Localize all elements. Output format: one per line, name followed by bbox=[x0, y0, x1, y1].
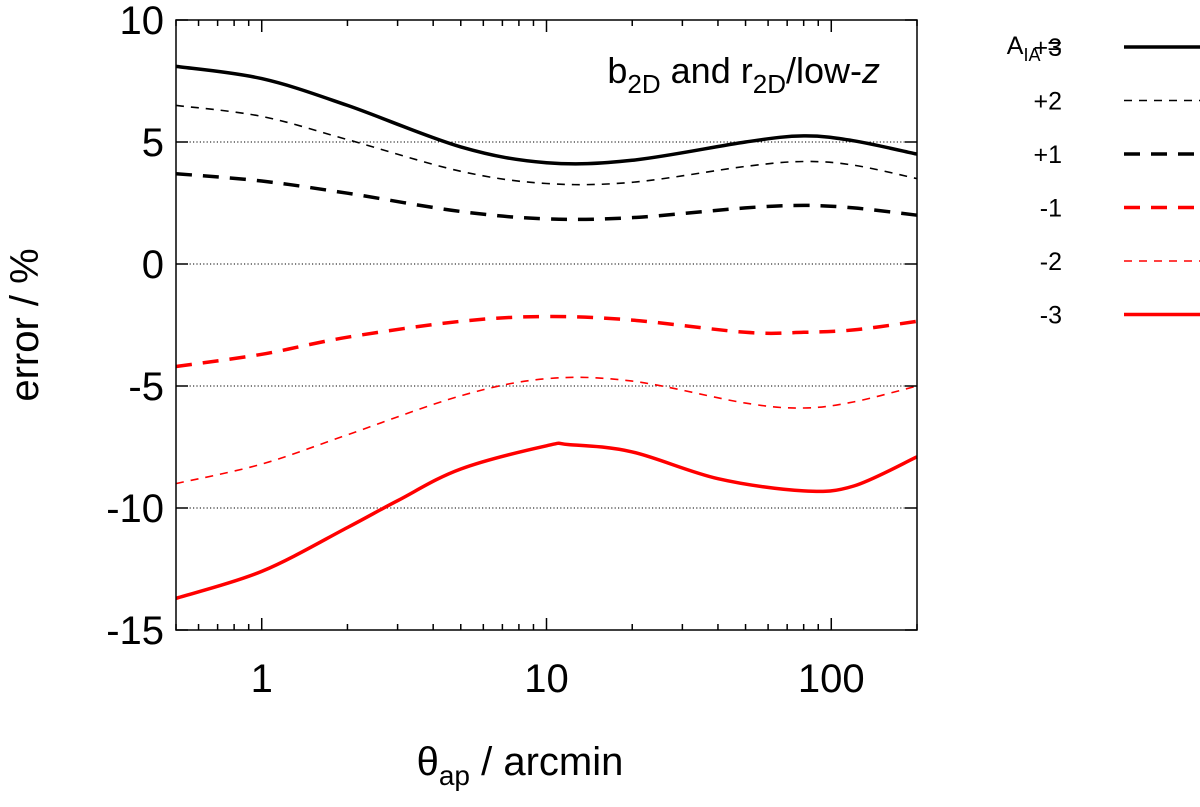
x-axis-label: θap / arcmin bbox=[417, 740, 624, 791]
x-tick-label: 1 bbox=[251, 657, 273, 701]
legend-label: +2 bbox=[1033, 88, 1062, 116]
y-tick-label: 5 bbox=[142, 121, 164, 165]
y-tick-label: 10 bbox=[120, 0, 165, 43]
legend-title: AIA = bbox=[1007, 32, 1062, 65]
series-layer bbox=[175, 64, 918, 600]
series-line bbox=[175, 64, 918, 166]
plot-frame bbox=[175, 19, 918, 631]
series-line bbox=[175, 441, 918, 600]
series-line bbox=[175, 171, 918, 222]
legend-title-a: A bbox=[1007, 32, 1024, 60]
legend-label: -3 bbox=[1040, 302, 1062, 330]
title-and: and bbox=[661, 50, 741, 91]
legend: AIA = +3 +2 +1 -1 -2 -3 bbox=[1007, 32, 1200, 330]
title-z: z bbox=[861, 50, 880, 91]
legend-label: -1 bbox=[1040, 195, 1062, 223]
series-line bbox=[175, 314, 918, 369]
series-line bbox=[175, 376, 918, 485]
legend-label: +3 bbox=[1033, 34, 1062, 62]
title-r-subscript: 2D bbox=[753, 69, 786, 99]
y-tick-label: -10 bbox=[106, 487, 164, 531]
grid-lines bbox=[176, 141, 917, 509]
series-line bbox=[175, 104, 918, 186]
title-tail: /low- bbox=[786, 50, 862, 91]
legend-label: +1 bbox=[1033, 141, 1062, 169]
axis-ticks: 10 5 0 -5 -10 -15 1 10 100 bbox=[106, 0, 918, 701]
x-axis-label-rest: / arcmin bbox=[470, 740, 623, 784]
title-b: b bbox=[607, 50, 627, 91]
y-tick-label: -15 bbox=[106, 609, 164, 653]
title-b-subscript: 2D bbox=[627, 69, 660, 99]
x-tick-label: 10 bbox=[524, 657, 569, 701]
x-axis-label-subscript: ap bbox=[439, 760, 470, 791]
y-axis-label: error / % bbox=[3, 248, 47, 401]
legend-label: -2 bbox=[1040, 248, 1062, 276]
x-tick-label: 100 bbox=[798, 657, 865, 701]
x-axis-label-theta: θ bbox=[417, 740, 439, 784]
title-r: r bbox=[741, 50, 753, 91]
legend-title-subscript: IA bbox=[1023, 45, 1040, 65]
y-tick-label: 0 bbox=[142, 243, 164, 287]
legend-title-eq: = bbox=[1040, 32, 1062, 60]
y-tick-label: -5 bbox=[128, 365, 164, 409]
chart-title: b2D and r2D/low-z bbox=[607, 50, 880, 99]
